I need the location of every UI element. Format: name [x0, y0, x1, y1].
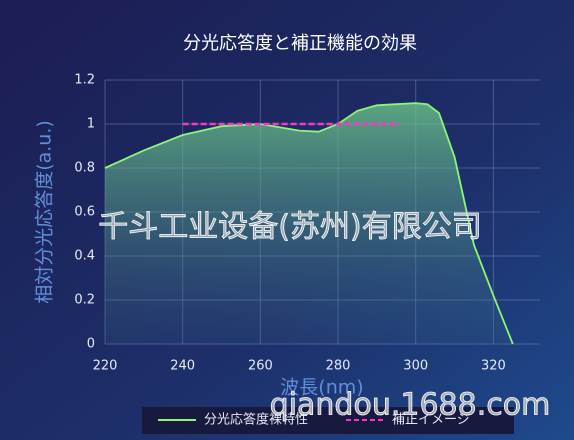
- x-tick-label: 320: [481, 359, 506, 374]
- legend-label: 分光応答度裸特性: [204, 412, 308, 428]
- area: [105, 103, 513, 344]
- x-axis-label: 波長(nm): [280, 377, 363, 399]
- x-tick-label: 220: [93, 359, 118, 374]
- x-tick-label: 300: [403, 359, 428, 374]
- legend: [142, 407, 514, 434]
- x-tick-label: 280: [326, 359, 351, 374]
- y-tick-label: 0: [87, 337, 95, 352]
- x-tick-label: 240: [170, 359, 195, 374]
- watermark: 千斗工业设备(苏州)有限公司: [98, 210, 481, 245]
- y-tick-label: 0.2: [74, 293, 95, 308]
- line: [104, 102, 514, 345]
- y-tick-label: 1: [87, 117, 95, 132]
- x-tick-label: 260: [248, 359, 273, 374]
- legend-label: 補正イメージ: [392, 413, 470, 428]
- watermark: qiandou.1688.com: [270, 388, 551, 423]
- y-tick-label: 0.8: [74, 161, 95, 176]
- y-axis-label: 相対分光応答度(a.u.): [34, 120, 56, 304]
- chart-title: 分光応答度と補正機能の効果: [183, 33, 417, 54]
- y-tick-label: 1.2: [74, 73, 95, 88]
- y-tick-label: 0.6: [74, 205, 95, 220]
- y-tick-label: 0.4: [74, 249, 95, 264]
